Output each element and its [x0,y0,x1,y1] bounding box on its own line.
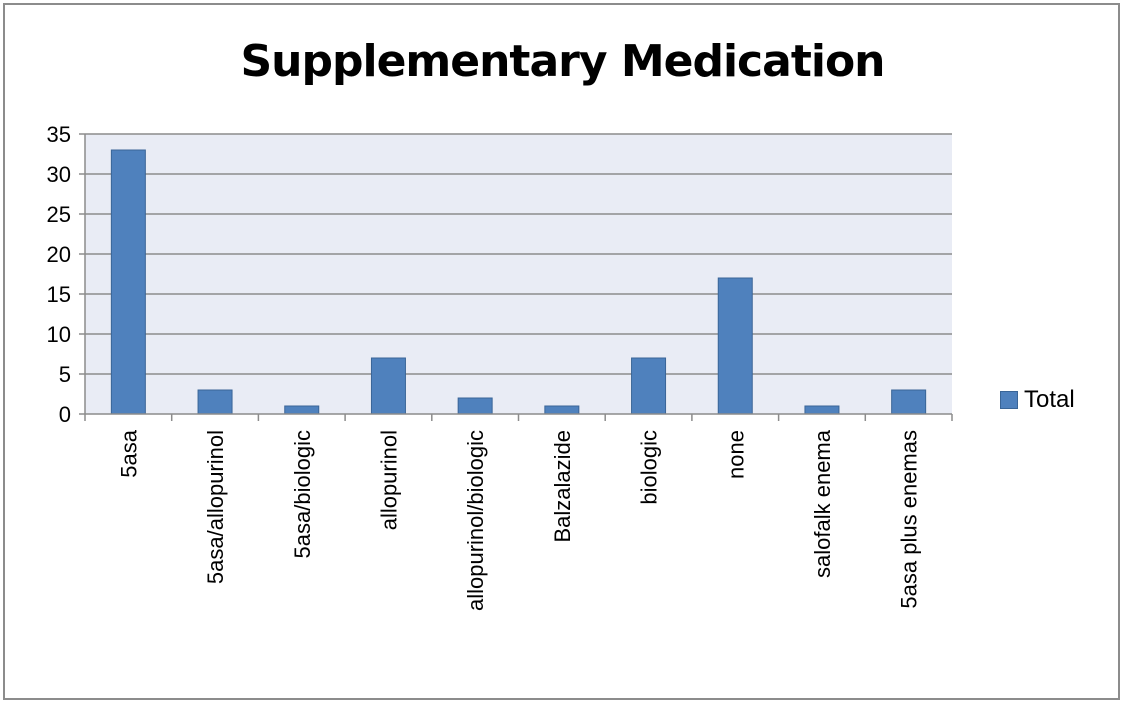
bar-9 [891,389,927,415]
x-category-label: salofalk enema [810,429,835,578]
x-category-label: none [723,430,748,479]
y-tick-label: 35 [47,122,71,147]
legend-swatch [1000,391,1018,409]
x-category-label: 5asa/biologic [290,430,315,558]
y-tick-label: 20 [47,242,71,267]
plot-area [85,134,952,414]
x-category-label: 5asa plus enemas [897,430,922,609]
bar-2 [284,405,320,415]
x-category-labels: 5asa 5asa/allopurinol 5asa/biologic allopur… [116,429,921,611]
x-category-label: allopurinol/biologic [463,430,488,611]
bars [110,149,927,415]
bar-7 [717,277,753,415]
y-tick-label: 5 [59,362,71,387]
axes [84,134,953,421]
bar-1 [197,389,233,415]
bar-0 [110,149,146,415]
y-tick-label: 15 [47,282,71,307]
y-tick-label: 30 [47,162,71,187]
bar-5 [544,405,580,415]
x-category-label: 5asa [116,429,141,477]
y-tick-label: 10 [47,322,71,347]
x-category-label: 5asa/allopurinol [203,430,228,584]
gridlines [79,133,952,415]
bar-6 [631,357,667,415]
legend-label: Total [1024,386,1075,413]
chart-title: Supplementary Medication [240,36,885,87]
y-tick-labels: 0 5 10 15 20 25 30 35 [47,122,71,427]
bar-3 [370,357,406,415]
x-category-label: biologic [637,430,662,505]
bar-8 [804,405,840,415]
x-category-label: allopurinol [376,430,401,530]
y-tick-label: 0 [59,402,71,427]
y-tick-label: 25 [47,202,71,227]
x-category-label: Balzalazide [550,430,575,543]
legend: Total [1000,386,1075,414]
bar-4 [457,397,493,415]
